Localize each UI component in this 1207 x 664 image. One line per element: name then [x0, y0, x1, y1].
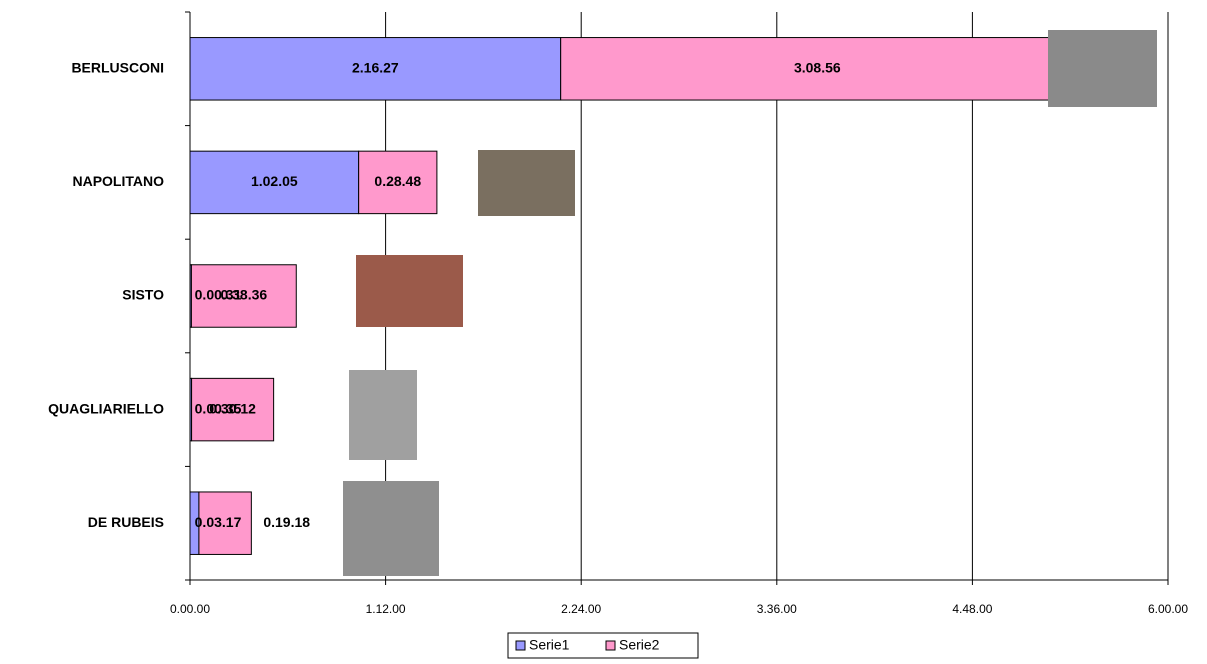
data-label: 0.38.36	[220, 287, 267, 303]
y-tick-label: DE RUBEIS	[88, 514, 164, 530]
data-label: 0.00.31	[195, 287, 242, 303]
data-label: 0.30.12	[209, 400, 256, 416]
legend-swatch	[605, 640, 616, 651]
y-tick-label: QUAGLIARIELLO	[48, 400, 164, 416]
legend-box	[507, 632, 699, 659]
bar	[358, 150, 438, 215]
photo	[1048, 30, 1157, 107]
data-label: 0.28.48	[374, 173, 421, 189]
bar	[191, 377, 275, 442]
x-tick-label: 0.00.00	[170, 602, 210, 616]
data-label: 0.03.17	[195, 514, 242, 530]
data-label: 2.16.27	[352, 60, 399, 76]
photo	[343, 481, 439, 576]
data-label: 0.00.35	[195, 400, 242, 416]
y-tick-label: BERLUSCONI	[71, 60, 164, 76]
x-tick-label: 3.36.00	[757, 602, 797, 616]
photo	[478, 150, 575, 216]
legend-swatch	[515, 640, 526, 651]
photos	[343, 30, 1157, 576]
legend-label: Serie1	[529, 637, 570, 653]
data-label: 1.02.05	[251, 173, 298, 189]
photo	[349, 370, 417, 460]
y-tick-label: SISTO	[122, 287, 164, 303]
x-tick-label: 1.12.00	[366, 602, 406, 616]
y-tick-label: NAPOLITANO	[72, 173, 164, 189]
bar	[189, 37, 562, 101]
bar	[198, 491, 252, 555]
x-tick-label: 2.24.00	[561, 602, 601, 616]
x-tick-label: 4.48.00	[952, 602, 992, 616]
photo	[356, 255, 463, 327]
data-label: 3.08.56	[794, 60, 841, 76]
legend-label: Serie2	[619, 637, 660, 653]
data-label: 0.19.18	[263, 514, 310, 530]
bar	[190, 264, 297, 328]
x-tick-label: 6.00.00	[1148, 602, 1188, 616]
